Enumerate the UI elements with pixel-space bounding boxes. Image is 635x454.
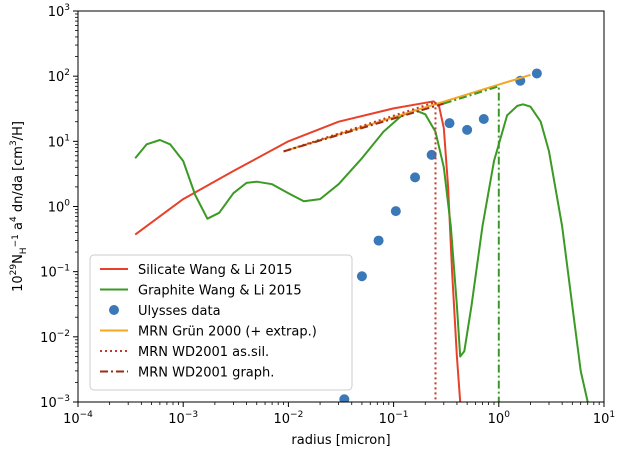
data-point (390, 206, 401, 217)
plot-area (134, 68, 589, 402)
data-point (410, 172, 421, 183)
x-tick-label: 101 (593, 410, 615, 427)
data-point (426, 149, 437, 160)
x-tick-label: 10−2 (273, 410, 303, 427)
y-axis-ticks: 10−3 10−2 10−1 100 101 102 103 (40, 3, 78, 411)
y-tick-label: 100 (48, 199, 71, 216)
data-point (339, 394, 350, 402)
series-1 (134, 103, 589, 402)
y-tick-label: 103 (48, 3, 70, 20)
legend-label: Silicate Wang & Li 2015 (138, 263, 292, 278)
legend-label: MRN Grün 2000 (+ extrap.) (138, 325, 317, 340)
y-tick-label: 10−1 (40, 264, 70, 281)
series-5 (283, 102, 445, 153)
x-axis-ticks: 10−4 10−3 10−2 10−1 100 101 (63, 402, 615, 427)
x-tick-label: 10−3 (168, 410, 198, 427)
data-point (531, 68, 542, 79)
plot-frame (77, 10, 605, 403)
data-point (444, 118, 455, 129)
legend-entry: MRN WD2001 as.sil. (100, 345, 269, 360)
legend-label: Ulysses data (138, 304, 221, 319)
y-tick-label: 101 (48, 133, 70, 150)
series-line (134, 100, 462, 402)
series-layer (134, 68, 589, 402)
x-axis-label: radius [micron] (291, 433, 390, 448)
series-0 (134, 100, 462, 402)
series-line (443, 85, 500, 402)
legend: Silicate Wang & Li 2015 Graphite Wang & L… (89, 254, 353, 391)
legend-box (89, 254, 353, 391)
series-6 (443, 85, 500, 402)
legend-entry: MRN WD2001 graph. (100, 366, 274, 381)
series-2 (339, 68, 542, 402)
x-tick-label: 100 (488, 410, 511, 427)
legend-entry: Graphite Wang & Li 2015 (100, 284, 302, 299)
y-tick-label: 10−2 (40, 329, 70, 346)
legend-entry: MRN Grün 2000 (+ extrap.) (100, 325, 317, 340)
legend-label: MRN WD2001 as.sil. (138, 345, 269, 360)
y-tick-label: 102 (48, 68, 70, 85)
legend-entry: Ulysses data (109, 304, 221, 319)
x-tick-label: 10−4 (63, 410, 93, 427)
data-point (373, 235, 384, 246)
y-tick-label: 10−3 (40, 394, 70, 411)
legend-label: MRN WD2001 graph. (138, 366, 274, 381)
data-point (478, 114, 489, 125)
legend-marker (109, 305, 119, 315)
legend-entry: Silicate Wang & Li 2015 (100, 263, 292, 278)
data-point (356, 271, 367, 282)
x-tick-label: 10−1 (379, 410, 409, 427)
legend-label: Graphite Wang & Li 2015 (138, 284, 302, 299)
series-line (134, 103, 589, 402)
series-line (283, 102, 445, 153)
y-axis-label: 1029NH−1 a4 dn/da [cm3/H] (9, 121, 29, 292)
data-point (462, 124, 473, 135)
